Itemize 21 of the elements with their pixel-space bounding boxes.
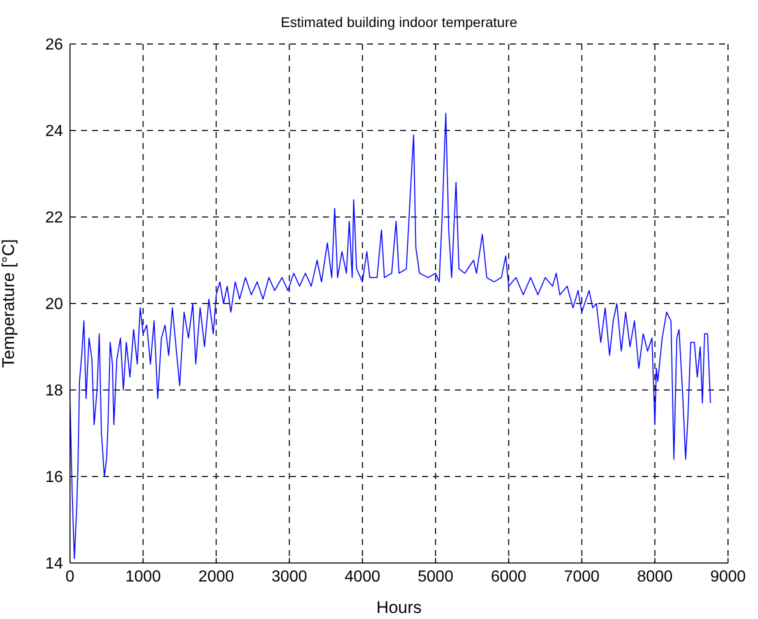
chart-title: Estimated building indoor temperature [280,14,518,30]
x-tick-label: 3000 [272,568,308,586]
x-tick-label: 0 [66,568,75,586]
x-tick-label: 2000 [198,568,234,586]
y-tick-label: 14 [45,556,64,573]
y-tick-label: 20 [45,296,64,314]
x-tick-label: 7000 [564,568,600,586]
x-tick-label: 6000 [490,568,527,586]
x-tick-label: 4000 [344,568,380,586]
x-tick-label: 8000 [637,568,673,586]
y-axis-title: Temperature [°C] [0,239,18,368]
y-tick-label: 16 [45,469,64,486]
y-tick-label: 22 [45,210,64,227]
y-tick-label: 24 [45,123,64,140]
y-tick-label: 18 [45,382,64,400]
line-series [70,112,711,560]
y-tick-label: 26 [45,36,64,54]
x-tick-label: 1000 [125,568,162,586]
x-tick-label: 9000 [710,568,746,586]
x-axis-title: Hours [376,598,422,617]
x-tick-label: 5000 [418,568,454,586]
